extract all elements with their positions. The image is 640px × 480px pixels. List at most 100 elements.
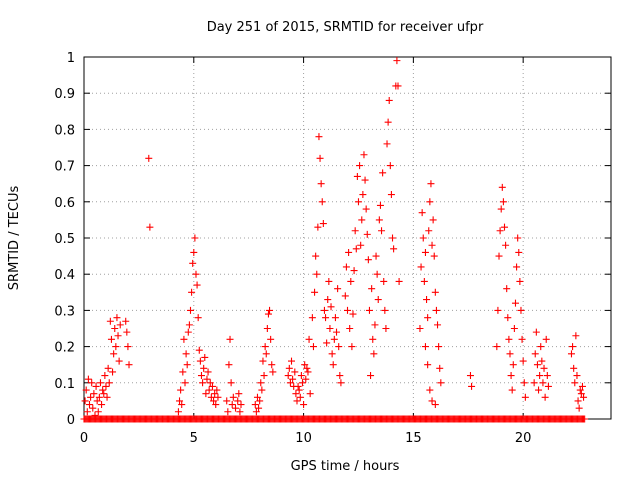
data-point (570, 364, 578, 372)
data-point (107, 335, 115, 343)
data-point (540, 364, 548, 372)
data-point (329, 361, 337, 369)
data-point (390, 245, 398, 253)
data-point (356, 162, 364, 170)
data-point (229, 393, 237, 401)
data-point (259, 357, 267, 365)
data-point (466, 372, 474, 380)
data-point (416, 325, 424, 332)
data-point (110, 350, 118, 358)
data-point (189, 259, 197, 267)
data-point (191, 234, 199, 242)
data-point (84, 375, 92, 383)
data-point (387, 191, 395, 199)
data-point (424, 361, 432, 369)
data-point (331, 314, 339, 322)
data-point (371, 321, 379, 329)
data-point (514, 234, 522, 242)
data-point (361, 176, 369, 184)
data-point (436, 364, 444, 372)
data-point (185, 321, 193, 329)
data-point (417, 263, 425, 271)
data-point (359, 191, 367, 199)
y-tick-label: 0.7 (54, 160, 75, 175)
data-point (363, 230, 371, 238)
data-point (501, 223, 509, 231)
data-point (87, 393, 95, 401)
data-point (186, 306, 194, 314)
data-point (430, 252, 438, 260)
grid-lines (84, 57, 611, 419)
data-point (515, 248, 523, 256)
data-point (493, 343, 501, 351)
data-point (437, 379, 445, 387)
data-point (101, 372, 109, 380)
data-point (345, 248, 353, 256)
data-point (89, 404, 97, 412)
data-point (386, 162, 394, 170)
x-tick-label: 0 (80, 431, 88, 446)
data-point (327, 303, 335, 311)
data-point (125, 361, 133, 369)
data-point (99, 386, 107, 394)
data-point (289, 375, 297, 383)
data-point (114, 332, 122, 340)
data-point (532, 328, 540, 336)
data-point (364, 256, 372, 264)
data-point (288, 357, 296, 365)
data-point (197, 372, 205, 380)
data-point (376, 201, 384, 209)
data-point (214, 393, 222, 401)
y-tick-label: 0.1 (54, 377, 75, 392)
data-point (509, 361, 517, 369)
data-point (575, 404, 583, 412)
data-point (326, 325, 334, 332)
data-point (425, 227, 433, 235)
data-point (295, 386, 303, 394)
data-point (252, 408, 260, 416)
data-point (503, 285, 511, 293)
y-tick-label: 0.4 (54, 268, 75, 283)
data-point (518, 335, 526, 343)
data-point (352, 245, 360, 253)
data-point (102, 382, 110, 390)
data-point (257, 379, 265, 387)
data-point (182, 350, 190, 358)
data-point (96, 379, 104, 387)
data-point (255, 404, 263, 412)
data-point (298, 379, 306, 387)
data-point (145, 154, 153, 162)
data-point (538, 357, 546, 365)
data-point (300, 401, 308, 409)
data-point (530, 379, 538, 387)
data-point (256, 397, 264, 405)
data-point (543, 372, 551, 380)
x-tick-label: 10 (295, 431, 312, 446)
data-point (188, 288, 196, 296)
data-point (226, 335, 234, 343)
data-point (251, 401, 259, 409)
data-point (350, 267, 358, 275)
y-tick-label: 0.6 (54, 196, 75, 211)
x-axis-label: GPS time / hours (291, 459, 400, 474)
data-point (266, 306, 274, 314)
data-point (544, 382, 552, 390)
data-point (378, 227, 386, 235)
y-axis-label: SRMTID / TECUs (7, 186, 22, 291)
data-point (423, 296, 431, 304)
data-point (420, 277, 428, 285)
data-point (106, 317, 114, 325)
data-point (109, 368, 117, 376)
data-point (513, 263, 521, 271)
data-point (296, 393, 304, 401)
data-point (517, 306, 525, 314)
data-point (103, 393, 111, 401)
data-point (494, 306, 502, 314)
data-point (380, 277, 388, 285)
data-point (536, 372, 544, 380)
data-point (105, 379, 113, 387)
data-point (253, 393, 261, 401)
data-point (179, 368, 187, 376)
data-point (200, 364, 208, 372)
